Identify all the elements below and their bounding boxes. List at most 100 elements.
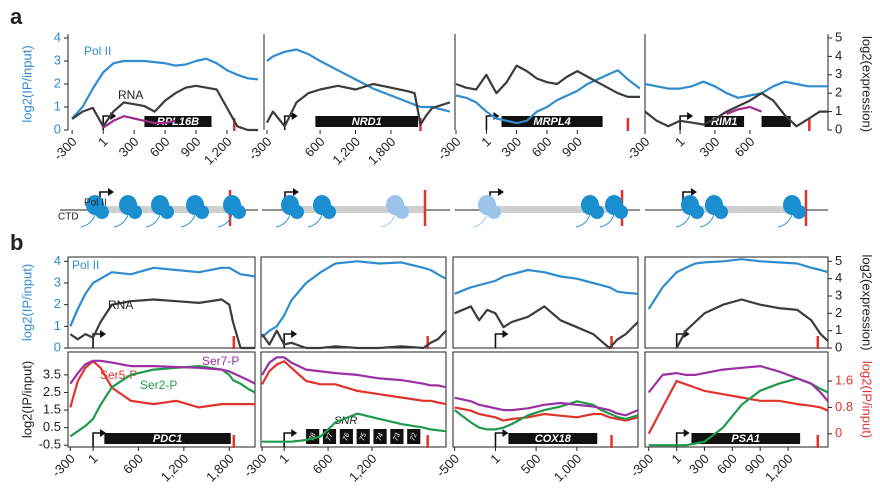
series-line	[455, 69, 640, 125]
gene-name: PSA1	[731, 433, 760, 445]
series-line	[647, 365, 828, 403]
y-tick-label: 1	[54, 98, 61, 113]
tss-arrow	[675, 432, 685, 447]
x-tick-label: -300	[435, 134, 464, 163]
series-line	[69, 298, 255, 350]
plot-frame	[67, 256, 256, 349]
tss-arrowhead	[683, 429, 690, 437]
y2-tick-label: 0.8	[835, 399, 853, 414]
schematic-pol	[195, 205, 209, 219]
schematic-ctd	[599, 214, 615, 228]
y2-tick-label: 0	[835, 121, 842, 136]
plot-frame	[452, 351, 639, 448]
x-tick-label: -300	[627, 451, 656, 480]
x-tick-label: 600	[732, 134, 758, 160]
schematic-gene	[285, 206, 425, 213]
y2-tick-label: 4	[835, 48, 842, 63]
gene-box	[144, 116, 212, 127]
y-tick-label: 0.5	[43, 419, 61, 434]
schematic-ctd	[699, 214, 715, 228]
series-label: RNA	[118, 88, 143, 102]
gene-name: 73	[393, 432, 402, 442]
y-axis-label: log2(IP/input)	[19, 361, 34, 438]
y-tick-label: 2	[54, 296, 61, 311]
schematic-ctd	[307, 214, 323, 228]
series-line	[261, 360, 446, 406]
series-line	[69, 266, 255, 327]
schematic-ctd	[180, 214, 196, 228]
y-tick-label: -0.5	[39, 437, 61, 452]
y-tick-label: 1	[54, 318, 61, 333]
schematic-ctd	[380, 214, 396, 228]
plot-frame	[644, 351, 829, 448]
series-line	[453, 400, 638, 431]
y2-tick-label: 2	[835, 85, 842, 100]
tss-arrowhead	[502, 330, 509, 338]
y2-tick-label: 5	[835, 29, 842, 44]
gene-box	[501, 116, 603, 127]
series-line	[647, 379, 828, 435]
gene-name: PDC1	[153, 433, 182, 445]
y2-tick-label: 2	[835, 305, 842, 320]
tss-arrow	[92, 333, 102, 348]
schematic-ctd	[777, 214, 793, 228]
series-line	[266, 82, 450, 128]
x-tick-label: 1,200	[346, 451, 380, 485]
series-line	[71, 84, 258, 132]
series-line	[454, 396, 638, 417]
x-tick-label: 1	[85, 451, 101, 467]
schematic-pol	[714, 205, 728, 219]
tss-arrow	[283, 333, 293, 348]
gene-box	[508, 433, 598, 444]
y2-tick-label: 3	[835, 287, 842, 302]
gene-box	[704, 116, 745, 127]
y-tick-label: 3	[54, 274, 61, 289]
x-tick-label: 300	[116, 134, 142, 160]
x-tick-label: -300	[51, 134, 80, 163]
y2-tick-label: 0	[835, 339, 842, 354]
y2-tick-label: 1	[835, 103, 842, 118]
schematic-ctd	[275, 214, 291, 228]
y2-tick-label: 3	[835, 66, 842, 81]
y2-tick-label: 1	[835, 322, 842, 337]
gene-name: 74	[376, 432, 385, 442]
tss-arrowhead	[100, 429, 107, 437]
gene-group-label: SNR	[334, 415, 357, 427]
x-tick-label: 1,200	[762, 451, 796, 485]
schematic-pol	[792, 205, 806, 219]
schematic-pol	[160, 205, 174, 219]
y-tick-label: 4	[54, 29, 61, 44]
x-tick-label: 500	[518, 451, 544, 477]
y-tick-label: 0	[54, 339, 61, 354]
x-tick-label: 1,800	[203, 451, 237, 485]
series-label: Ser5-P	[100, 368, 137, 382]
x-tick-label: 900	[178, 134, 204, 160]
x-tick-label: 600	[147, 134, 173, 160]
series-label: Ser2-P	[140, 378, 177, 392]
y2-axis-label: log2(expression)	[860, 36, 875, 132]
series-line	[69, 365, 255, 438]
y2-tick-label: 0	[835, 425, 842, 440]
schematic-gene	[683, 206, 806, 213]
x-tick-label: 1,800	[365, 134, 399, 168]
schematic-pol	[95, 205, 109, 219]
tss-arrowhead	[291, 112, 298, 120]
series-label: Pol II	[84, 44, 111, 58]
y-tick-label: 3	[54, 52, 61, 67]
y-tick-label: 4	[54, 253, 61, 268]
schematic-pol	[128, 205, 142, 219]
plot-frame	[260, 351, 447, 448]
x-tick-label: 900	[559, 134, 585, 160]
series-line	[102, 115, 176, 129]
schematic-ctd	[217, 214, 233, 228]
y-tick-label: 2	[54, 75, 61, 90]
gene-box	[390, 429, 404, 444]
x-tick-label: -300	[245, 134, 274, 163]
series-line	[675, 298, 828, 349]
gene-box	[407, 429, 421, 444]
tss-arrow	[494, 333, 504, 348]
series-line	[262, 412, 446, 443]
plot-frame	[644, 256, 829, 349]
gene-name: NRD1	[352, 116, 382, 128]
